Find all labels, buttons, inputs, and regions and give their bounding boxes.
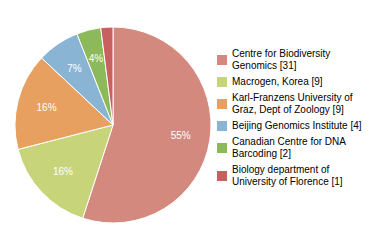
html-text:Graz, Dept of Zoology [9]: Graz, Dept of Zoology [9] bbox=[232, 104, 344, 115]
html-text:Beijing Genomics Institute [4]: Beijing Genomics Institute [4] bbox=[232, 120, 362, 131]
html-text:Macrogen, Korea [9]: Macrogen, Korea [9] bbox=[232, 76, 323, 87]
html-text:Karl-Franzens University of: Karl-Franzens University of bbox=[232, 92, 353, 103]
html-text:Centre for Biodiversity: Centre for Biodiversity bbox=[232, 48, 331, 59]
html-text:University of Florence [1]: University of Florence [1] bbox=[232, 176, 343, 187]
svg-text:55%: 55% bbox=[171, 130, 191, 141]
svg-text:4%: 4% bbox=[89, 53, 104, 64]
svg-text:16%: 16% bbox=[37, 102, 57, 113]
html-text:Barcoding [2]: Barcoding [2] bbox=[232, 148, 291, 159]
html-text:Genomics [31]: Genomics [31] bbox=[232, 60, 297, 71]
html-text:Canadian Centre for DNA: Canadian Centre for DNA bbox=[232, 136, 346, 147]
svg-text:7%: 7% bbox=[67, 63, 82, 74]
svg-text:16%: 16% bbox=[53, 166, 73, 177]
html-text:Biology department of: Biology department of bbox=[232, 164, 330, 175]
